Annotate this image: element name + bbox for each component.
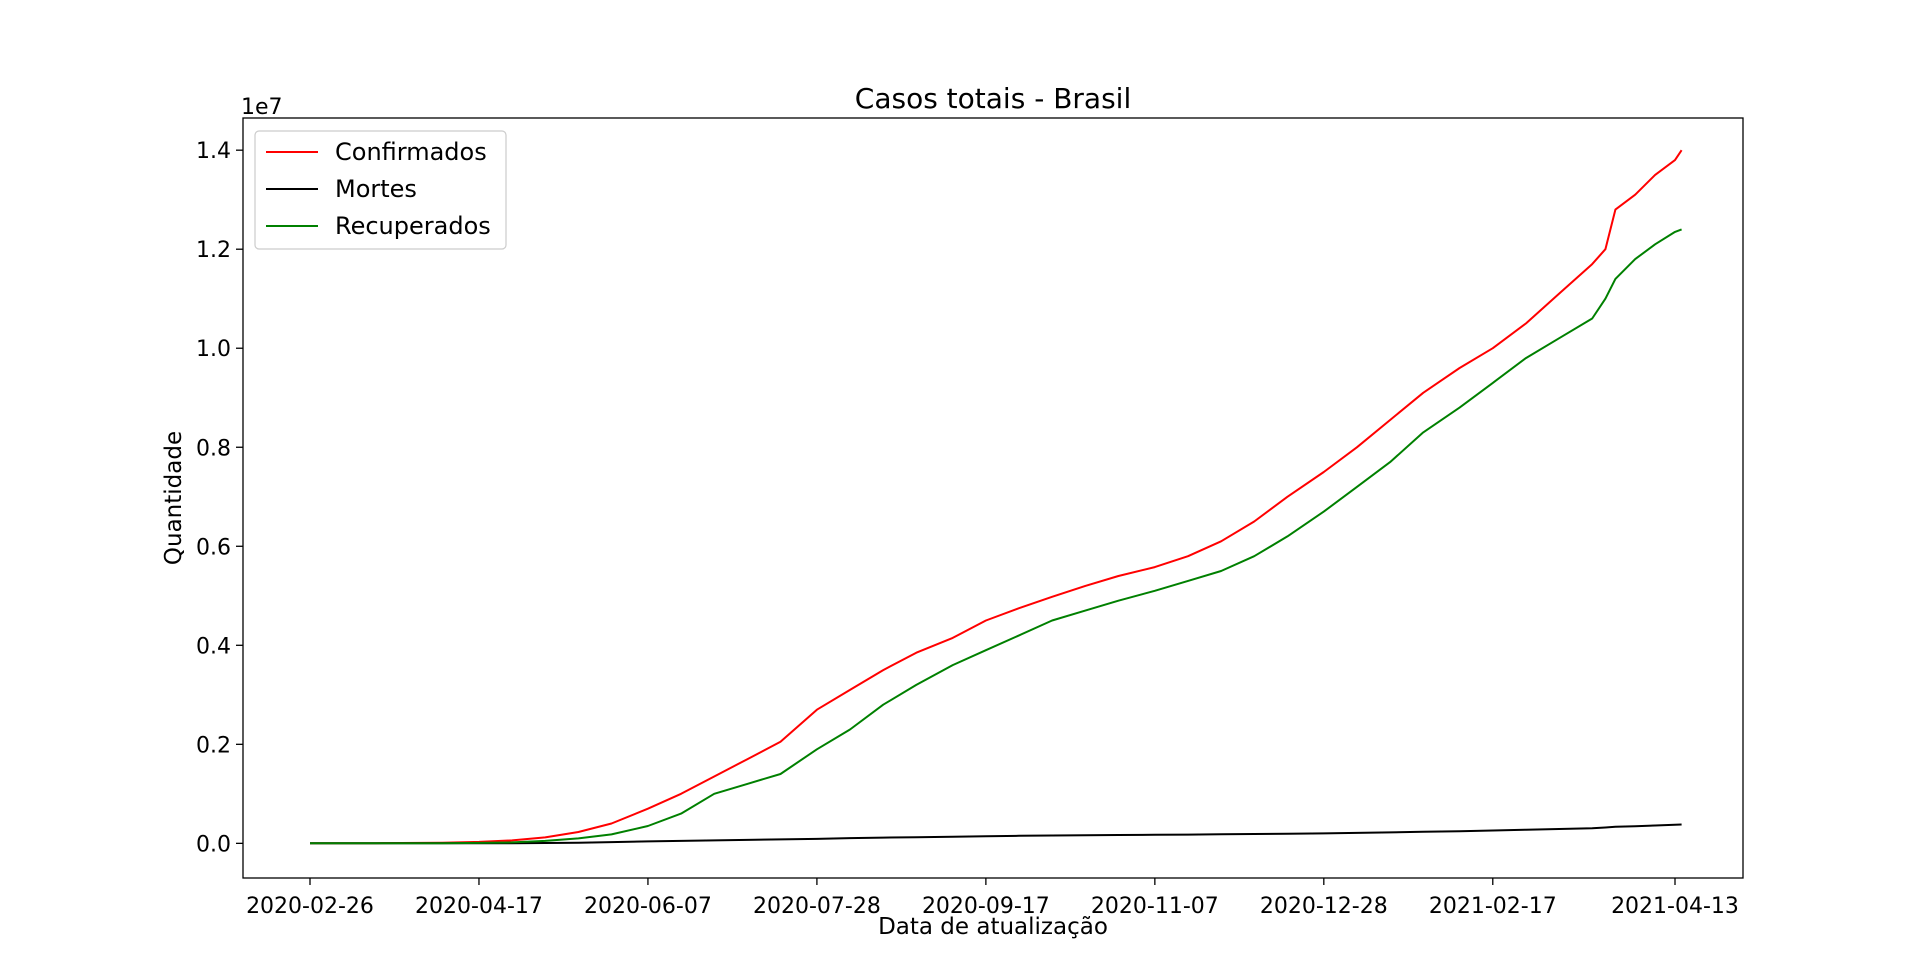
axes: 2020-02-26 2020-04-17 2020-06-07 2020-07-28… (196, 139, 1739, 919)
legend: Confirmados Mortes Recuperados (254, 130, 507, 250)
series-line-recuperados (310, 228, 1682, 845)
y-tick-label: 0.4 (196, 634, 231, 659)
y-tick-label: 0.8 (196, 436, 231, 461)
plot-frame (242, 117, 1744, 879)
x-tick-label: 2021-02-17 (1429, 894, 1557, 919)
x-tick-label: 2020-07-28 (753, 894, 881, 919)
y-tick-label: 0.2 (196, 733, 231, 758)
x-tick-label: 2020-04-17 (415, 894, 543, 919)
x-tick-label: 2020-06-07 (584, 894, 712, 919)
legend-box (254, 130, 507, 250)
x-axis-label: Data de atualização (878, 914, 1108, 940)
x-tick-label: 2020-09-17 (922, 894, 1050, 919)
y-tick-label: 1.0 (196, 337, 231, 362)
series-line-confirmados (309, 149, 1683, 845)
legend-label-confirmados: Confirmados (335, 138, 487, 166)
y-tick-label: 1.2 (196, 238, 231, 263)
chart-title: Casos totais - Brasil (855, 82, 1131, 115)
y-offset-label: 1e7 (241, 95, 283, 120)
series-line-mortes (310, 823, 1682, 845)
x-tick-label: 2020-02-26 (246, 894, 374, 919)
y-tick-label: 0.0 (196, 832, 231, 857)
plot-area (309, 149, 1683, 845)
x-tick-label: 2020-12-28 (1260, 894, 1388, 919)
y-axis-label: Quantidade (161, 431, 187, 565)
x-tick-label: 2020-11-07 (1091, 894, 1219, 919)
legend-label-mortes: Mortes (335, 175, 417, 203)
x-tick-label: 2021-04-13 (1611, 894, 1739, 919)
y-tick-label: 0.6 (196, 535, 231, 560)
y-tick-label: 1.4 (196, 139, 231, 164)
legend-label-recuperados: Recuperados (335, 212, 491, 240)
